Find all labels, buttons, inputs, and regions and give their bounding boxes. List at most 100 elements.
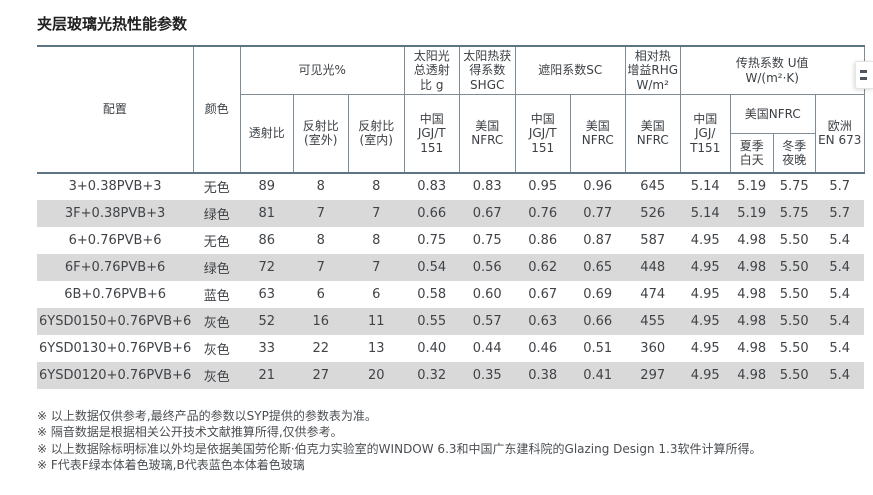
header-china-jgjt151-u: 中国 JGJ/ T151 xyxy=(679,94,731,174)
value-cell: 7 xyxy=(372,205,381,221)
value-cell: 81 xyxy=(258,205,275,221)
value-cell: 5.4 xyxy=(829,313,851,329)
value-cell: 5.4 xyxy=(829,340,851,356)
value-cell: 5.50 xyxy=(779,259,809,275)
value-cell: 5.14 xyxy=(690,179,720,195)
config-cell: 6YSD0120+0.76PVB+6 xyxy=(39,367,192,383)
value-cell: 7 xyxy=(372,259,381,275)
value-cell: 0.95 xyxy=(528,179,558,195)
value-cell: 0.62 xyxy=(528,259,558,275)
value-cell: 5.19 xyxy=(737,205,767,221)
header-us-nfrc-sc: 美国 NFRC xyxy=(569,94,626,174)
footnote: ※ F代表F绿本体着色玻璃,B代表蓝色本体着色玻璃 xyxy=(37,458,305,473)
value-cell: 8 xyxy=(372,179,381,195)
value-cell: 0.63 xyxy=(528,313,558,329)
value-cell: 0.57 xyxy=(472,313,502,329)
value-cell: 89 xyxy=(258,179,275,195)
floating-widget[interactable] xyxy=(855,61,873,89)
value-cell: 灰色 xyxy=(203,369,230,385)
table-row: 6F+0.76PVB+6 绿色 72 7 7 0.54 0.56 0.62 0.65 448 4.9… xyxy=(37,253,865,281)
value-cell: 0.41 xyxy=(583,367,613,383)
value-cell: 5.75 xyxy=(779,179,809,195)
value-cell: 4.98 xyxy=(737,232,767,248)
config-cell: 6YSD0150+0.76PVB+6 xyxy=(39,313,192,329)
footnote: ※ 以上数据仅供参考,最终产品的参数以SYP提供的参数表为准。 xyxy=(37,408,377,423)
value-cell: 474 xyxy=(640,286,666,302)
value-cell: 4.98 xyxy=(737,259,767,275)
value-cell: 0.44 xyxy=(472,340,502,356)
value-cell: 4.98 xyxy=(737,367,767,383)
value-cell: 5.50 xyxy=(779,286,809,302)
value-cell: 5.50 xyxy=(779,313,809,329)
header-summer-day: 夏季 白天 xyxy=(730,133,774,174)
value-cell: 0.67 xyxy=(528,286,558,302)
value-cell: 0.66 xyxy=(583,313,613,329)
value-cell: 0.60 xyxy=(472,286,502,302)
value-cell: 无色 xyxy=(203,181,230,197)
value-cell: 灰色 xyxy=(203,342,230,358)
value-cell: 72 xyxy=(258,259,275,275)
value-cell: 0.38 xyxy=(528,367,558,383)
value-cell: 0.56 xyxy=(472,259,502,275)
value-cell: 0.77 xyxy=(583,205,613,221)
value-cell: 4.95 xyxy=(690,313,720,329)
value-cell: 5.75 xyxy=(779,205,809,221)
value-cell: 0.76 xyxy=(528,205,558,221)
value-cell: 22 xyxy=(312,340,329,356)
value-cell: 4.95 xyxy=(690,232,720,248)
value-cell: 526 xyxy=(640,205,666,221)
value-cell: 13 xyxy=(367,340,385,356)
value-cell: 5.4 xyxy=(829,367,851,383)
header-solar-g: 太阳光 总透射 比 g xyxy=(403,46,460,96)
widget-handle-icon xyxy=(860,77,867,80)
value-cell: 11 xyxy=(367,313,385,329)
value-cell: 0.54 xyxy=(417,259,447,275)
table-header: 配置 颜色 可见光% 太阳光 总透射 比 g 太阳热获 得系数 SHGC 遮阳系… xyxy=(37,46,865,174)
table-row: 6YSD0130+0.76PVB+6 灰色 33 22 13 0.40 0.44 0.46 0.… xyxy=(37,335,864,362)
value-cell: 5.7 xyxy=(829,205,851,221)
header-us-nfrc-rhg: 美国 NFRC xyxy=(624,94,681,174)
value-cell: 0.67 xyxy=(472,205,502,221)
value-cell: 0.87 xyxy=(583,232,613,248)
value-cell: 无色 xyxy=(203,234,230,250)
table-row: 6B+0.76PVB+6 蓝色 63 6 6 0.58 0.60 0.67 0.69 474 4.9… xyxy=(37,281,864,308)
value-cell: 360 xyxy=(640,340,666,356)
header-reflectance-outdoor: 反射比 (室外) xyxy=(292,94,349,174)
value-cell: 5.7 xyxy=(829,179,851,195)
footnotes: ※ 以上数据仅供参考,最终产品的参数以SYP提供的参数表为准。 ※ 隔音数据是根… xyxy=(37,408,873,474)
value-cell: 0.96 xyxy=(583,179,613,195)
value-cell: 587 xyxy=(640,232,666,248)
value-cell: 0.51 xyxy=(583,340,613,356)
value-cell: 27 xyxy=(312,367,329,383)
value-cell: 0.58 xyxy=(417,286,447,302)
config-cell: 6F+0.76PVB+6 xyxy=(64,259,166,275)
config-cell: 6+0.76PVB+6 xyxy=(68,232,162,248)
footnote: ※ 隔音数据是根据相关公开技术文献推算所得,仅供参考。 xyxy=(37,425,343,440)
value-cell: 4.95 xyxy=(690,340,720,356)
value-cell: 8 xyxy=(316,179,325,195)
value-cell: 0.46 xyxy=(528,340,558,356)
performance-table: 配置 颜色 可见光% 太阳光 总透射 比 g 太阳热获 得系数 SHGC 遮阳系… xyxy=(37,45,865,389)
value-cell: 蓝色 xyxy=(203,288,230,304)
value-cell: 0.55 xyxy=(417,313,447,329)
value-cell: 86 xyxy=(258,232,275,248)
value-cell: 4.95 xyxy=(690,367,720,383)
config-cell: 6YSD0130+0.76PVB+6 xyxy=(39,340,192,356)
value-cell: 63 xyxy=(258,286,275,302)
value-cell: 0.86 xyxy=(528,232,558,248)
value-cell: 绿色 xyxy=(203,261,230,277)
table-row: 3+0.38PVB+3 无色 89 8 8 0.83 0.83 0.95 0.96 645 5.14… xyxy=(37,173,864,200)
header-reflectance-indoor: 反射比 (室内) xyxy=(347,94,405,174)
value-cell: 7 xyxy=(316,205,325,221)
value-cell: 21 xyxy=(258,367,275,383)
header-china-jgjt151-g: 中国 JGJ/T 151 xyxy=(403,94,460,174)
value-cell: 5.4 xyxy=(829,232,851,248)
config-cell: 3F+0.38PVB+3 xyxy=(64,205,166,221)
config-cell: 3+0.38PVB+3 xyxy=(68,179,162,195)
header-sc: 遮阳系数SC xyxy=(514,46,626,96)
header-us-nfrc-u: 美国NFRC xyxy=(729,94,816,135)
value-cell: 4.98 xyxy=(737,313,767,329)
value-cell: 8 xyxy=(372,232,381,248)
header-shgc: 太阳热获 得系数 SHGC xyxy=(458,46,516,96)
value-cell: 7 xyxy=(316,259,325,275)
